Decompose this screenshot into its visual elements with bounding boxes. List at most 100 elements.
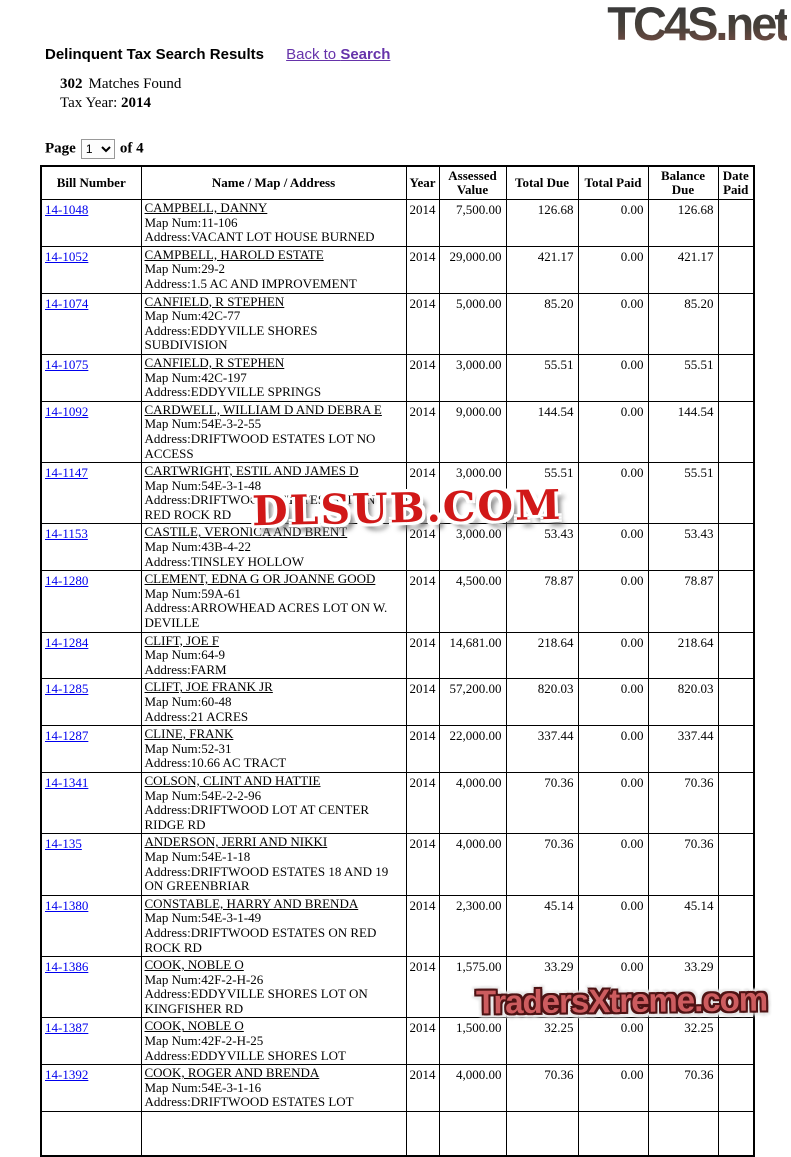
total-paid-cell: 0.00: [577, 894, 649, 958]
back-to-search-link[interactable]: Back to Search: [286, 46, 390, 63]
taxpayer-name-link[interactable]: CLIFT, JOE FRANK JR: [144, 679, 273, 695]
results-table: Bill Number Name / Map / Address Year As…: [40, 165, 755, 1157]
year-cell: 2014: [405, 570, 440, 633]
bill-number-cell: 14-1386: [40, 956, 142, 1019]
bill-number-cell: 14-1341: [40, 771, 142, 835]
name-map-address-cell: CLIFT, JOE F Map Num:64-9 Address:FARM: [140, 631, 407, 680]
bill-number-link[interactable]: 14-1386: [45, 959, 89, 975]
back-link-bold: Search: [340, 46, 391, 63]
assessed-value-cell: 4,000.00: [438, 833, 507, 896]
taxpayer-name-link[interactable]: CARTWRIGHT, ESTIL AND JAMES D: [144, 463, 359, 479]
address-line: Address:EDDYVILLE SHORES LOT ON KINGFISH…: [144, 986, 368, 1016]
taxpayer-name-link[interactable]: CANFIELD, R STEPHEN: [144, 293, 285, 309]
map-num-line: Map Num:29-2: [144, 261, 226, 277]
map-num-line: Map Num:42C-77: [144, 308, 241, 324]
year-cell: 2014: [405, 292, 440, 355]
tax-year-line: Tax Year: 2014: [60, 94, 181, 113]
address-line: Address:TINSLEY HOLLOW: [144, 553, 304, 569]
year-cell: 2014: [405, 631, 440, 680]
bill-number-link[interactable]: 14-135: [45, 836, 82, 852]
bill-number-link[interactable]: 14-1387: [45, 1020, 89, 1036]
bill-number-link[interactable]: 14-1380: [45, 897, 89, 913]
bill-number-link[interactable]: 14-1341: [45, 774, 89, 790]
bill-number-link[interactable]: 14-1147: [45, 465, 88, 481]
table-row-empty: [40, 1111, 755, 1157]
name-map-address-cell: CLINE, FRANK Map Num:52-31 Address:10.66…: [140, 725, 407, 773]
name-map-address-cell: CLEMENT, EDNA G OR JOANNE GOOD Map Num:5…: [140, 570, 407, 633]
bill-number-link[interactable]: 14-1052: [45, 248, 89, 264]
taxpayer-name-link[interactable]: CLEMENT, EDNA G OR JOANNE GOOD: [144, 571, 376, 587]
bill-number-cell: 14-1092: [40, 400, 142, 464]
table-row: 14-1147 CARTWRIGHT, ESTIL AND JAMES D Ma…: [40, 462, 755, 525]
table-row: 14-1092 CARDWELL, WILLIAM D AND DEBRA E …: [40, 400, 755, 464]
total-due-cell: 78.87: [505, 570, 579, 633]
bill-number-link[interactable]: 14-1287: [45, 728, 89, 744]
taxpayer-name-link[interactable]: COOK, ROGER AND BRENDA: [144, 1065, 320, 1081]
map-num-line: Map Num:42F-2-H-26: [144, 971, 264, 987]
bill-number-link[interactable]: 14-1392: [45, 1067, 89, 1083]
balance-due-cell: 144.54: [647, 400, 719, 464]
page-of-label: of 4: [119, 140, 144, 157]
bill-number-link[interactable]: 14-1153: [45, 526, 88, 542]
taxpayer-name-link[interactable]: COOK, NOBLE O: [144, 957, 244, 973]
page-select[interactable]: 1: [80, 139, 115, 159]
taxpayer-name-link[interactable]: CAMPBELL, DANNY: [144, 200, 268, 215]
empty-cell: [405, 1111, 440, 1157]
year-cell: 2014: [405, 894, 440, 958]
matches-line: 302 Matches Found: [60, 75, 181, 94]
bill-number-cell: 14-1392: [40, 1064, 142, 1113]
total-due-cell: 70.36: [505, 833, 579, 896]
taxpayer-name-link[interactable]: CAMPBELL, HAROLD ESTATE: [144, 246, 324, 262]
assessed-value-cell: 57,200.00: [438, 678, 507, 727]
table-row: 14-1048 CAMPBELL, DANNY Map Num:11-106 A…: [40, 199, 755, 247]
date-paid-cell: [717, 956, 755, 1019]
assessed-value-cell: 3,000.00: [438, 462, 507, 525]
total-due-cell: 70.36: [505, 1064, 579, 1113]
assessed-value-cell: 4,500.00: [438, 570, 507, 633]
date-paid-cell: [717, 462, 755, 525]
year-cell: 2014: [405, 771, 440, 835]
map-num-line: Map Num:54E-2-2-96: [144, 787, 262, 803]
date-paid-cell: [717, 570, 755, 633]
bill-number-link[interactable]: 14-1280: [45, 573, 89, 589]
assessed-value-cell: 1,575.00: [438, 956, 507, 1019]
date-paid-cell: [717, 523, 755, 572]
map-num-line: Map Num:54E-3-1-48: [144, 477, 262, 493]
taxpayer-name-link[interactable]: CLIFT, JOE F: [144, 632, 220, 648]
name-map-address-cell: CANFIELD, R STEPHEN Map Num:42C-77 Addre…: [140, 292, 407, 355]
total-paid-cell: 0.00: [577, 199, 649, 247]
taxpayer-name-link[interactable]: CASTILE, VERONICA AND BRENT: [144, 524, 348, 540]
taxpayer-name-link[interactable]: CLINE, FRANK: [144, 726, 234, 742]
name-map-address-cell: CARTWRIGHT, ESTIL AND JAMES D Map Num:54…: [140, 462, 407, 525]
bill-number-link[interactable]: 14-1074: [45, 295, 89, 311]
table-row: 14-1380 CONSTABLE, HARRY AND BRENDA Map …: [40, 894, 755, 958]
tax-year-value: 2014: [121, 95, 152, 111]
bill-number-cell: 14-1285: [40, 678, 142, 727]
total-due-cell: 45.14: [505, 894, 579, 958]
taxpayer-name-link[interactable]: CANFIELD, R STEPHEN: [144, 354, 285, 370]
balance-due-cell: 33.29: [647, 956, 719, 1019]
date-paid-cell: [717, 894, 755, 958]
bill-number-link[interactable]: 14-1048: [45, 202, 89, 217]
bill-number-link[interactable]: 14-1285: [45, 681, 89, 697]
total-paid-cell: 0.00: [577, 678, 649, 727]
col-balance-due: Balance Due: [647, 165, 719, 200]
taxpayer-name-link[interactable]: COOK, NOBLE O: [144, 1018, 244, 1034]
page-title: Delinquent Tax Search Results: [45, 46, 264, 63]
bill-number-cell: 14-1147: [40, 462, 142, 525]
bill-number-link[interactable]: 14-1284: [45, 634, 89, 650]
page-header: Delinquent Tax Search Results Back to Se…: [45, 46, 390, 63]
bill-number-cell: 14-1153: [40, 523, 142, 572]
balance-due-cell: 78.87: [647, 570, 719, 633]
total-due-cell: 85.20: [505, 292, 579, 355]
total-paid-cell: 0.00: [577, 631, 649, 680]
assessed-value-cell: 9,000.00: [438, 400, 507, 464]
page-label: Page: [45, 140, 76, 157]
taxpayer-name-link[interactable]: CARDWELL, WILLIAM D AND DEBRA E: [144, 401, 382, 417]
taxpayer-name-link[interactable]: CONSTABLE, HARRY AND BRENDA: [144, 895, 359, 911]
bill-number-link[interactable]: 14-1075: [45, 356, 89, 372]
total-due-cell: 55.51: [505, 353, 579, 402]
taxpayer-name-link[interactable]: COLSON, CLINT AND HATTIE: [144, 772, 321, 788]
taxpayer-name-link[interactable]: ANDERSON, JERRI AND NIKKI: [144, 834, 328, 850]
bill-number-link[interactable]: 14-1092: [45, 403, 89, 419]
